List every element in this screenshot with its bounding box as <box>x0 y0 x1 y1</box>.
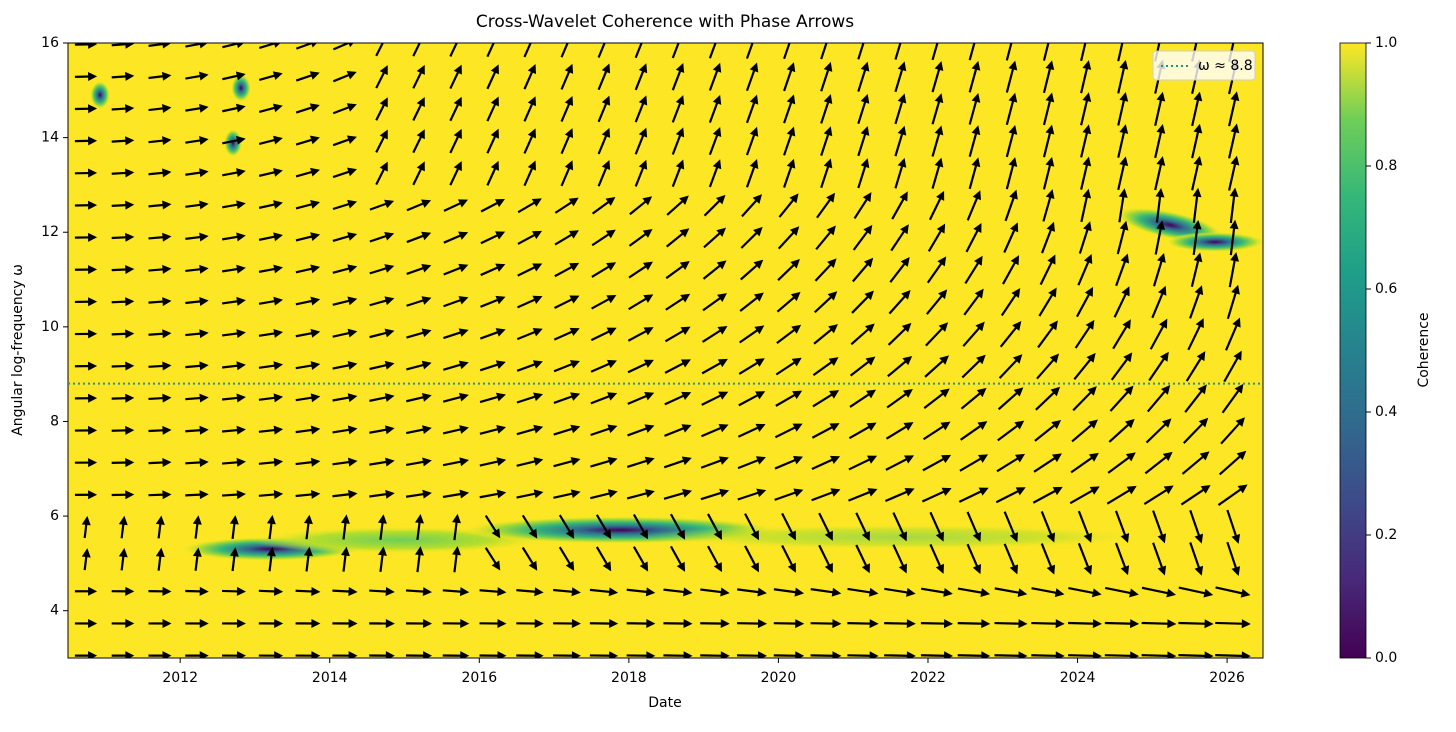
colorbar <box>1340 43 1366 658</box>
legend: ω ≈ 8.8 <box>1153 51 1255 80</box>
colorbar-tick-label: 0.6 <box>1375 281 1397 297</box>
arrow-shaft <box>1068 623 1097 624</box>
colorbar-tick-label: 0.4 <box>1375 404 1397 420</box>
arrow-head <box>972 29 981 39</box>
arrow-shaft <box>1031 623 1059 624</box>
arrow-head <box>1082 28 1091 38</box>
arrow-head <box>935 29 944 39</box>
y-tick-label: 14 <box>41 130 59 146</box>
heatmap <box>68 27 1265 660</box>
arrow-shaft <box>1105 623 1134 624</box>
arrow-head <box>565 32 573 42</box>
arrow-head <box>491 32 499 42</box>
x-axis-label: Date <box>648 695 681 711</box>
arrow-head <box>1193 27 1202 37</box>
arrow-shaft <box>1178 655 1208 656</box>
arrow-shaft <box>1178 623 1208 624</box>
arrow-head <box>454 32 462 42</box>
arrow-shaft <box>1105 655 1134 656</box>
x-tick-label: 2014 <box>312 670 348 686</box>
arrow-head <box>713 31 721 41</box>
arrow-head <box>417 33 425 43</box>
arrow-shaft <box>1142 623 1172 624</box>
low-coherence-region <box>231 74 251 102</box>
chart-title: Cross-Wavelet Coherence with Phase Arrow… <box>476 12 854 32</box>
arrow-head <box>528 32 536 42</box>
arrow-head <box>1119 28 1128 38</box>
arrow-shaft <box>1142 655 1172 656</box>
x-tick-label: 2016 <box>461 670 497 686</box>
colorbar-tick-label: 0.0 <box>1375 650 1397 666</box>
y-tick-label: 10 <box>41 319 59 335</box>
arrow-head <box>676 31 684 41</box>
low-coherence-region <box>90 81 110 109</box>
x-tick-label: 2020 <box>761 670 797 686</box>
colorbar-tick-label: 1.0 <box>1375 35 1397 51</box>
y-tick-label: 12 <box>41 224 59 240</box>
arrow-head <box>861 29 870 39</box>
arrow-head <box>602 31 610 41</box>
arrow-shaft <box>1215 655 1245 656</box>
arrow-shaft <box>994 655 1022 656</box>
y-tick-label: 16 <box>41 35 59 51</box>
x-tick-label: 2018 <box>611 670 647 686</box>
colorbar-tick-label: 0.8 <box>1375 158 1397 174</box>
arrow-head <box>1156 27 1165 37</box>
x-tick-label: 2012 <box>162 670 198 686</box>
arrow-head <box>1045 28 1054 38</box>
arrow-head <box>639 31 647 41</box>
y-tick-label: 6 <box>50 508 59 524</box>
legend-label: ω ≈ 8.8 <box>1198 58 1253 74</box>
colorbar-label: Coherence <box>1416 312 1432 387</box>
arrow-shaft <box>1215 623 1245 624</box>
arrow-shaft <box>958 655 986 656</box>
arrow-shaft <box>1068 655 1097 656</box>
arrow-head <box>1231 27 1240 37</box>
x-tick-label: 2024 <box>1060 670 1096 686</box>
x-tick-label: 2026 <box>1209 670 1245 686</box>
y-axis-label: Angular log-frequency ω <box>10 264 26 436</box>
y-tick-label: 8 <box>50 413 59 429</box>
colorbar-tick-label: 0.2 <box>1375 527 1397 543</box>
arrow-shaft <box>1031 655 1059 656</box>
y-tick-label: 4 <box>50 603 59 619</box>
low-coherence-region <box>1165 232 1265 252</box>
heatmap-bg <box>68 43 1263 658</box>
arrow-head <box>1009 28 1018 38</box>
x-tick-label: 2022 <box>910 670 946 686</box>
arrow-head <box>380 33 388 43</box>
arrow-shaft <box>958 623 986 624</box>
arrow-head <box>898 29 907 39</box>
arrow-shaft <box>994 623 1022 624</box>
